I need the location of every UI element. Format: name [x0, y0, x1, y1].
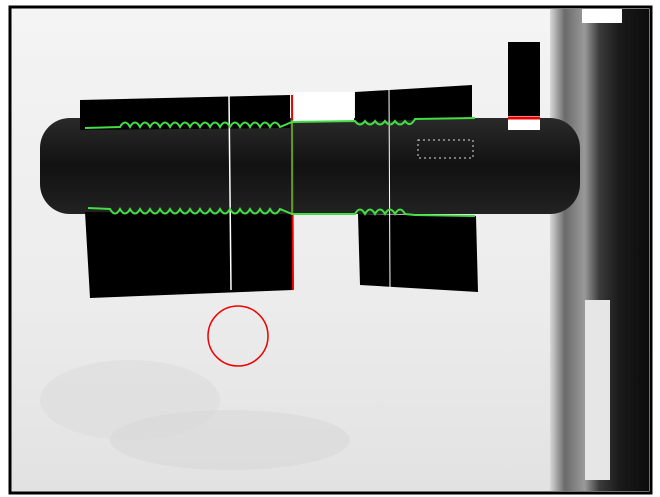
mask-block: [85, 212, 293, 298]
marker: [508, 42, 540, 118]
mask-block: [358, 214, 478, 292]
page: [0, 0, 660, 497]
camera-view: [0, 0, 660, 497]
post-highlight: [582, 9, 622, 23]
post-gap: [585, 300, 610, 480]
smudge: [110, 410, 350, 470]
bolt: [40, 118, 580, 214]
gap: [292, 92, 354, 122]
